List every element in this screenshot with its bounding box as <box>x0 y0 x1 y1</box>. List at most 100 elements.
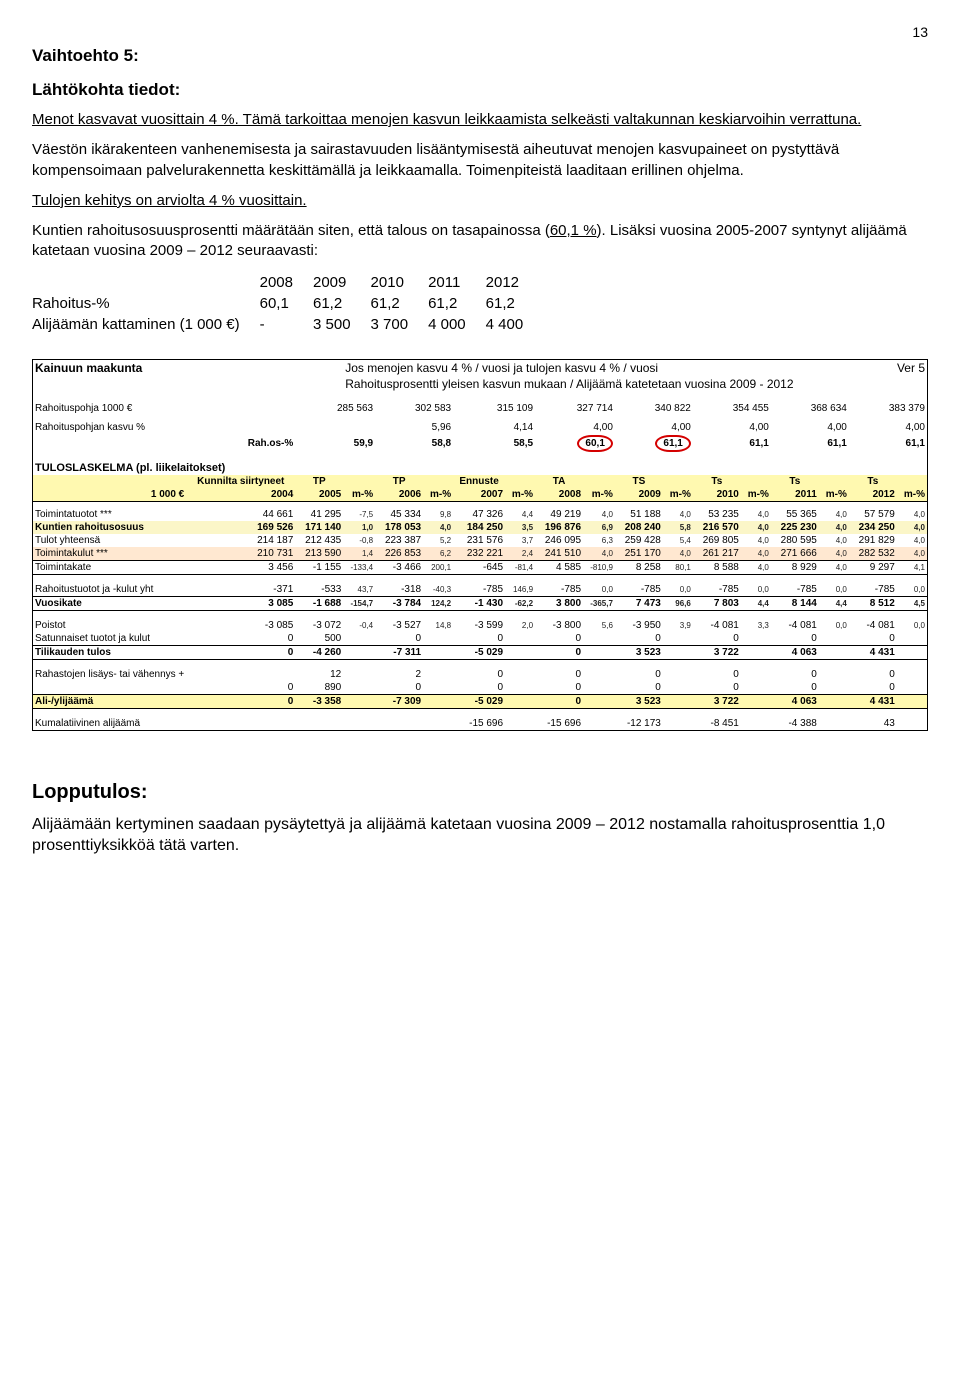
summary-year: 2010 <box>371 272 429 293</box>
fin-title-1: Jos menojen kasvu 4 % / vuosi ja tulojen… <box>343 360 771 376</box>
fin-cell: 0 <box>535 694 583 708</box>
fin-cell: 271 666 <box>771 547 819 561</box>
col-hdr2: m-% <box>897 488 927 502</box>
fin-cell: 4,0 <box>819 534 849 547</box>
fin-cell: -3 800 <box>535 619 583 632</box>
fin-cell: 5,4 <box>663 534 693 547</box>
fin-cell: 4,0 <box>897 521 927 534</box>
col-hdr2: m-% <box>583 488 615 502</box>
summary-cell: 3 700 <box>371 314 429 335</box>
fin-cell: 0 <box>535 681 583 695</box>
fin-cell: 9,8 <box>423 508 453 521</box>
fin-cell: 4 585 <box>535 560 583 574</box>
fin-cell: 7 803 <box>693 596 741 610</box>
rahos-val: 58,8 <box>375 434 453 453</box>
financial-table: Kainuun maakuntaJos menojen kasvu 4 % / … <box>33 360 927 730</box>
col-hdr1: Ts <box>771 475 819 488</box>
fin-cell: 4,0 <box>423 521 453 534</box>
fin-cell: 0,0 <box>819 619 849 632</box>
fin-cell: 234 250 <box>849 521 897 534</box>
fin-cell: 3,5 <box>505 521 535 534</box>
fin-cell: -5 029 <box>453 645 505 659</box>
fin-title-2: Rahoitusprosentti yleisen kasvun mukaan … <box>343 376 927 392</box>
col-hdr1 <box>819 475 849 488</box>
fin-cell: 55 365 <box>771 508 819 521</box>
fin-cell <box>897 668 927 681</box>
fin-cell <box>583 645 615 659</box>
ring-highlight: 60,1 <box>577 435 612 452</box>
rahos-val: 61,1 <box>693 434 771 453</box>
fin-cell <box>375 717 423 730</box>
fin-cell: -785 <box>771 583 819 597</box>
fin-cell: 4,0 <box>819 521 849 534</box>
fin-cell: -3 784 <box>375 596 423 610</box>
para-4: Kuntien rahoitusosuusprosentti määrätään… <box>32 221 928 262</box>
summary-year: 2009 <box>313 272 371 293</box>
fin-cell <box>343 632 375 646</box>
fin-cell: -318 <box>375 583 423 597</box>
fin-cell: 213 590 <box>295 547 343 561</box>
summary-year: 2012 <box>486 272 544 293</box>
rahkasvu-val: 4,00 <box>849 421 927 434</box>
fin-cell <box>583 717 615 730</box>
col-hdr2: 2007 <box>453 488 505 502</box>
rahpohja-val: 315 109 <box>453 402 535 415</box>
fin-row-label: Rahoitustuotot ja -kulut yht <box>33 583 186 597</box>
rahpohja-val: 340 822 <box>615 402 693 415</box>
fin-cell: 0 <box>535 645 583 659</box>
fin-cell: 0,0 <box>897 583 927 597</box>
rahos-val: 58,5 <box>453 434 535 453</box>
heading-startdata: Lähtökohta tiedot: <box>32 80 928 100</box>
fin-row-label: Poistot <box>33 619 186 632</box>
fin-cell: 208 240 <box>615 521 663 534</box>
fin-cell: 6,9 <box>583 521 615 534</box>
fin-cell <box>741 694 771 708</box>
fin-cell: 1,0 <box>343 521 375 534</box>
fin-cell: 0 <box>375 632 423 646</box>
fin-cell: 261 217 <box>693 547 741 561</box>
fin-cell <box>897 681 927 695</box>
fin-cell: 0,0 <box>741 583 771 597</box>
fin-cell: -3 085 <box>186 619 295 632</box>
fin-cell: 0 <box>693 681 741 695</box>
fin-cell: 51 188 <box>615 508 663 521</box>
fin-cell <box>583 681 615 695</box>
fin-cell: -4 081 <box>693 619 741 632</box>
fin-cell <box>423 717 453 730</box>
fin-cell: 53 235 <box>693 508 741 521</box>
rahpohja-val: 354 455 <box>693 402 771 415</box>
fin-cell: 4,0 <box>663 508 693 521</box>
fin-cell <box>819 694 849 708</box>
fin-row-label: Toimintakulut *** <box>33 547 186 561</box>
fin-row-label: Tilikauden tulos <box>33 645 186 659</box>
fin-cell: 6,3 <box>583 534 615 547</box>
ring-highlight: 61,1 <box>655 435 690 452</box>
fin-cell <box>897 717 927 730</box>
fin-cell: 4,0 <box>897 534 927 547</box>
fin-version: Ver 5 <box>771 360 927 376</box>
fin-cell: 5,2 <box>423 534 453 547</box>
fin-cell: 246 095 <box>535 534 583 547</box>
heading-result: Lopputulos: <box>32 781 928 804</box>
fin-cell <box>505 681 535 695</box>
fin-cell: -3 527 <box>375 619 423 632</box>
col-hdr1: TP <box>375 475 423 488</box>
rahkasvu-val <box>295 421 375 434</box>
fin-cell: 3 523 <box>615 645 663 659</box>
fin-cell <box>819 717 849 730</box>
fin-cell: 0 <box>615 632 663 646</box>
tulos-section: TULOSLASKELMA (pl. liikelaitokset) <box>33 461 927 475</box>
summary-cell: 60,1 <box>260 293 313 314</box>
fin-cell: 43,7 <box>343 583 375 597</box>
fin-cell: 3 800 <box>535 596 583 610</box>
fin-cell: 0,0 <box>583 583 615 597</box>
fin-cell: 214 187 <box>186 534 295 547</box>
fin-cell <box>295 717 343 730</box>
page-number: 13 <box>32 24 928 40</box>
col-hdr2: 2005 <box>295 488 343 502</box>
fin-cell: 178 053 <box>375 521 423 534</box>
fin-cell <box>343 668 375 681</box>
fin-cell: 259 428 <box>615 534 663 547</box>
fin-cell <box>423 632 453 646</box>
col-hdr1 <box>583 475 615 488</box>
